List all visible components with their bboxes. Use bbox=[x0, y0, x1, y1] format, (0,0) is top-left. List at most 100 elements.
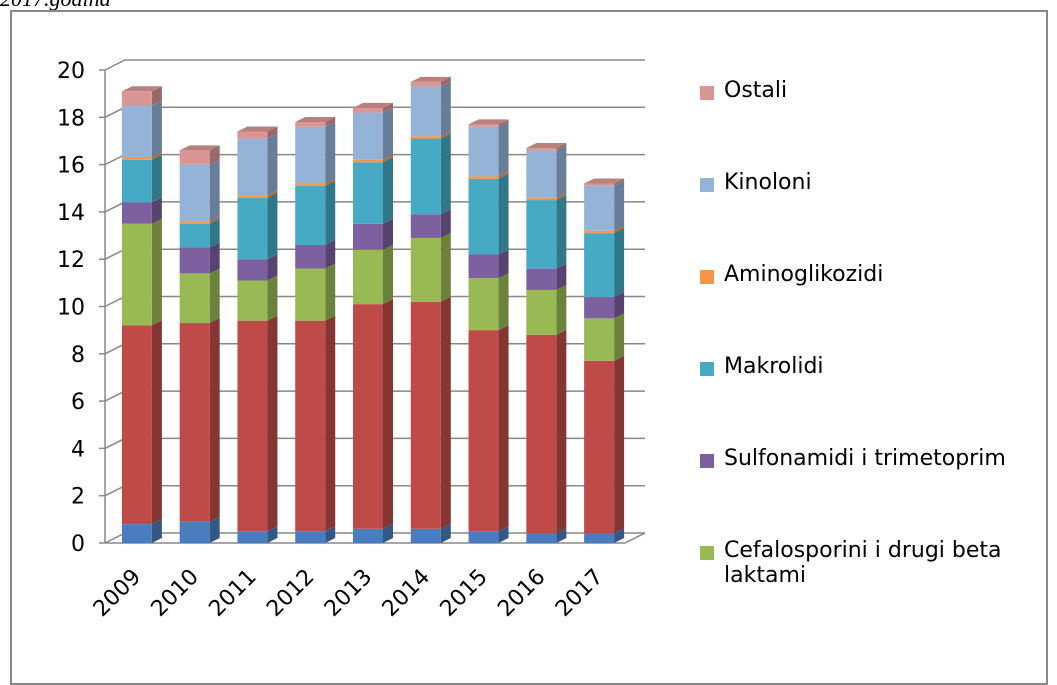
x-tick-label: 2015 bbox=[436, 565, 493, 622]
bar-segment bbox=[353, 528, 383, 543]
bar-side bbox=[614, 178, 625, 186]
bar-segment bbox=[410, 528, 441, 543]
x-tick-label: 2009 bbox=[89, 565, 146, 622]
bar-segment bbox=[410, 138, 441, 215]
bar-top bbox=[526, 143, 567, 149]
bar-segment bbox=[526, 268, 557, 290]
bar-side bbox=[151, 86, 162, 106]
bar-segment bbox=[468, 126, 499, 177]
bar-side bbox=[209, 159, 220, 222]
bar-segment bbox=[179, 150, 210, 165]
legend-item: Makrolidi bbox=[700, 354, 1040, 446]
bar-segment bbox=[353, 112, 383, 160]
bar-segment bbox=[353, 107, 383, 113]
bar-side bbox=[498, 119, 509, 127]
axis-line bbox=[624, 532, 646, 544]
bar-side bbox=[556, 195, 567, 269]
bar-segment bbox=[526, 289, 557, 335]
legend-label: Aminoglikozidi bbox=[724, 262, 884, 287]
bar-segment bbox=[179, 247, 210, 274]
legend-item: Cefalosporini i drugi beta laktami bbox=[700, 538, 1040, 630]
bar-side bbox=[267, 126, 278, 139]
bar-side bbox=[209, 516, 220, 543]
bar-side bbox=[383, 154, 393, 163]
bar-top bbox=[179, 145, 220, 151]
legend: Ostali Kinoloni Aminoglikozidi Makrolidi Sul… bbox=[700, 78, 1040, 630]
bar-side bbox=[325, 526, 336, 543]
legend-swatch bbox=[700, 86, 714, 100]
x-tick-label: 2017 bbox=[551, 565, 608, 622]
note: 2017.godina bbox=[0, 0, 111, 12]
bar-side bbox=[325, 315, 336, 532]
y-tick-label: 18 bbox=[57, 106, 85, 131]
legend-swatch bbox=[700, 178, 714, 192]
bar-side bbox=[556, 329, 567, 534]
x-tick-label: 2011 bbox=[204, 565, 261, 622]
bar-segment bbox=[353, 223, 383, 250]
bar-side bbox=[614, 228, 625, 298]
bar-segment bbox=[295, 268, 326, 321]
bar-side bbox=[614, 180, 625, 231]
bar-segment bbox=[237, 259, 268, 281]
bar-side bbox=[440, 209, 451, 238]
bar-side bbox=[267, 190, 278, 198]
bar-side bbox=[151, 100, 162, 158]
bar-side bbox=[556, 192, 567, 201]
bar-segment bbox=[237, 197, 268, 260]
bar-segment bbox=[526, 148, 557, 151]
bar-segment bbox=[410, 86, 441, 137]
bar-segment bbox=[584, 183, 615, 186]
y-tick-label: 14 bbox=[57, 201, 85, 226]
bar-segment bbox=[179, 273, 210, 324]
x-tick-label: 2014 bbox=[378, 565, 435, 622]
bar-side bbox=[440, 232, 451, 302]
bar-segment bbox=[237, 131, 268, 139]
legend-swatch bbox=[700, 362, 714, 376]
bar-side bbox=[440, 131, 451, 139]
bar-segment bbox=[584, 233, 615, 298]
bar-side bbox=[151, 197, 162, 224]
bar-segment bbox=[526, 533, 557, 543]
bar-side bbox=[325, 121, 336, 184]
bar-side bbox=[209, 318, 220, 522]
x-tick-label: 2016 bbox=[493, 565, 550, 622]
bar-segment bbox=[468, 178, 499, 255]
bar-segment bbox=[295, 126, 326, 184]
bar-segment bbox=[468, 176, 499, 179]
bar-side bbox=[498, 325, 509, 532]
bar-side bbox=[383, 244, 393, 305]
legend-label: Kinoloni bbox=[724, 170, 812, 195]
bar-segment bbox=[468, 531, 499, 543]
legend-item: Ostali bbox=[700, 78, 1040, 170]
bar-side bbox=[556, 284, 567, 335]
bar-segment bbox=[468, 124, 499, 127]
bar-segment bbox=[526, 150, 557, 198]
bar-side bbox=[325, 178, 336, 186]
bar-side bbox=[151, 152, 162, 160]
bar-side bbox=[556, 145, 567, 198]
bar-segment bbox=[410, 301, 441, 529]
bar-side bbox=[325, 240, 336, 269]
bar-side bbox=[209, 216, 220, 224]
bar-side bbox=[383, 299, 393, 529]
bar-segment bbox=[584, 185, 615, 231]
bar-side bbox=[498, 526, 509, 543]
y-tick-label: 20 bbox=[57, 59, 85, 84]
bar-side bbox=[209, 145, 220, 165]
y-tick-label: 8 bbox=[71, 343, 85, 368]
legend-label: Makrolidi bbox=[724, 354, 824, 379]
bar-segment bbox=[468, 254, 499, 279]
bar-side bbox=[614, 528, 625, 543]
bar-side bbox=[556, 143, 567, 151]
bar-side bbox=[383, 218, 393, 250]
bar-segment bbox=[353, 304, 383, 529]
legend-swatch bbox=[700, 454, 714, 468]
bar-side bbox=[383, 157, 393, 224]
bar-side bbox=[383, 107, 393, 160]
bar-segment bbox=[353, 159, 383, 163]
bar-side bbox=[209, 268, 220, 324]
bar-segment bbox=[295, 122, 326, 127]
bar-side bbox=[383, 523, 393, 543]
